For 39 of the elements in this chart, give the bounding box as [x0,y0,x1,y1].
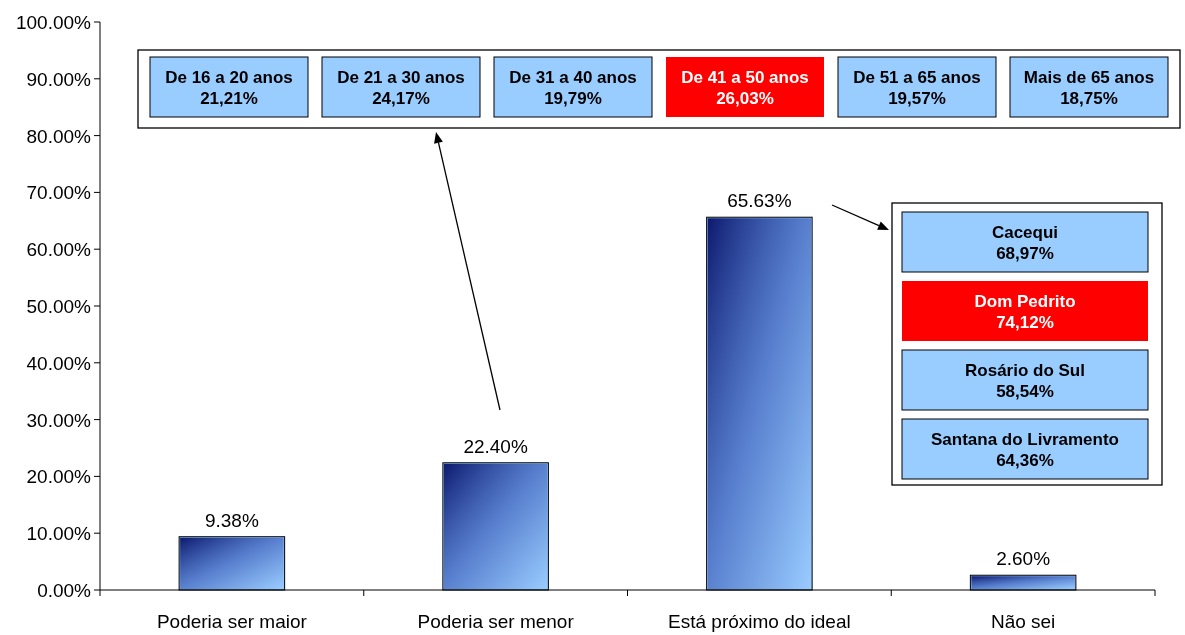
x-tick-label: Poderia ser menor [417,611,575,632]
x-tick-label: Poderia ser maior [156,611,308,632]
annotation: Dom Pedrito 74,12% [974,291,1076,332]
data-label: 2.60% [996,548,1051,570]
y-tick-label: 20.00% [26,466,92,488]
annotation: De 31 a 40 anos 19,79% [509,67,637,108]
text-box: Mais de 65 anos 18,75% [1009,56,1169,118]
y-tick-label: 100.00% [15,12,92,33]
y-tick-label: 60.00% [26,239,92,261]
annotation: De 21 a 30 anos 24,17% [337,67,465,108]
text-box: Cacequi 68,97% [901,211,1149,273]
annotation: De 51 a 65 anos 19,57% [853,67,981,108]
annotation: De 16 a 20 anos 21,21% [165,67,293,108]
data-label: 9.38% [204,509,259,531]
text-box: De 16 a 20 anos 21,21% [149,56,309,118]
data-label: 22.40% [463,435,528,457]
text-box: Santana do Livramento 64,36% [901,418,1149,480]
y-tick-label: 30.00% [26,409,92,431]
annotation: Cacequi 68,97% [991,222,1059,263]
text-box: De 31 a 40 anos 19,79% [493,56,653,118]
annotation: De 41 a 50 anos 26,03% [681,67,809,108]
y-tick-label: 70.00% [26,182,92,204]
y-tick-label: 80.00% [26,125,92,147]
x-tick-label: Não sei [990,611,1056,632]
text-box: De 51 a 65 anos 19,57% [837,56,997,118]
text-box: De 41 a 50 anos 26,03% [666,57,824,117]
y-tick-label: 50.00% [26,296,92,317]
data-label: 65.63% [727,190,792,212]
y-tick-label: 90.00% [26,68,92,90]
text-box: Dom Pedrito 74,12% [902,281,1148,341]
annotation: Rosário do Sul 58,54% [965,360,1085,401]
text-box: De 21 a 30 anos 24,17% [321,56,481,118]
text-box: Rosário do Sul 58,54% [901,349,1149,411]
x-tick-label: Está próximo do ideal [668,611,851,632]
y-tick-label: 40.00% [26,352,92,374]
y-tick-label: 0.00% [37,580,92,601]
annotation: Mais de 65 anos 18,75% [1023,67,1155,108]
annotation: Santana do Livramento 64,36% [931,429,1119,470]
y-tick-label: 10.00% [26,523,92,545]
